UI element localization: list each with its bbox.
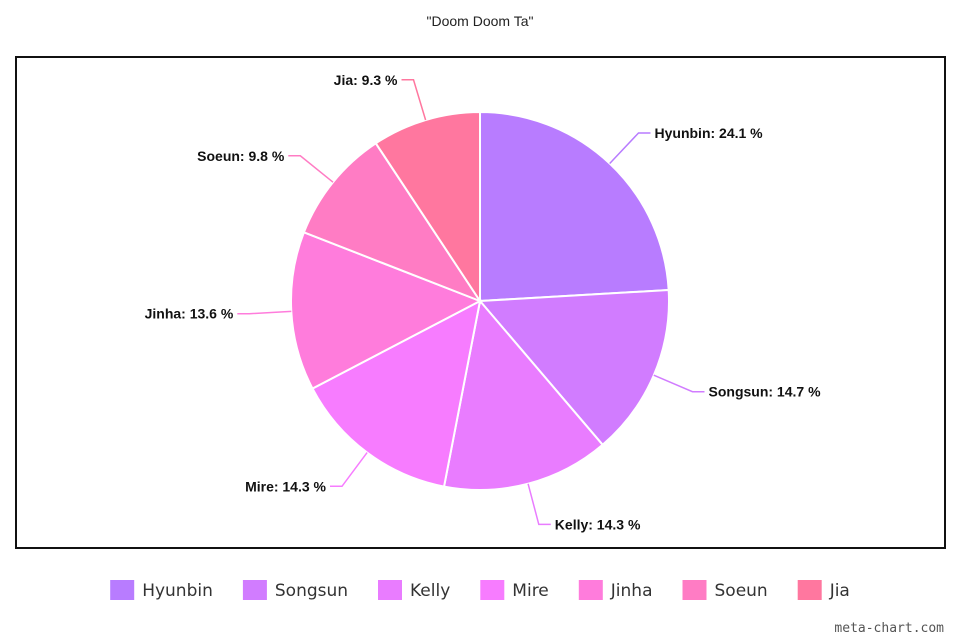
slice-label-songsun: Songsun: 14.7 % [709, 384, 822, 400]
legend-swatch-kelly [378, 580, 402, 600]
legend-swatch-mire [480, 580, 505, 600]
pie-slice-jinha [290, 231, 483, 390]
legend-label-jia: Jia [829, 581, 850, 601]
leader-line-hyunbin [609, 132, 651, 165]
legend: Hyunbin Songsun Kelly Mire Jinha Soeun Jia [110, 580, 850, 601]
legend-label-kelly: Kelly [410, 581, 450, 601]
leader-line-kelly [527, 483, 551, 526]
pie-slice-kelly [442, 298, 605, 491]
legend-swatch-jia [797, 580, 822, 600]
chart-title: "Doom Doom Ta" [427, 13, 534, 29]
legend-label-soeun: Soeun [715, 581, 768, 601]
watermark: meta-chart.com [834, 621, 944, 636]
leader-line-jinha [237, 310, 292, 315]
slice-label-kelly: Kelly: 14.3 % [555, 516, 641, 532]
legend-label-songsun: Songsun [275, 581, 348, 601]
legend-label-hyunbin: Hyunbin [142, 581, 213, 601]
legend-label-mire: Mire [512, 581, 548, 601]
legend-swatch-jinha [578, 580, 603, 600]
leader-line-soeun [288, 155, 334, 183]
leader-line-mire [330, 452, 368, 488]
slice-label-soeun: Soeun: 9.8 % [197, 148, 285, 164]
slice-labels: Hyunbin: 24.1 % Songsun: 14.7 % Kelly: 14.… [145, 72, 821, 533]
pie-slices [290, 110, 670, 491]
leader-line-jia [401, 79, 427, 121]
legend-swatch-hyunbin [110, 580, 135, 600]
label-leaders [237, 79, 705, 526]
slice-label-jinha: Jinha: 13.6 % [145, 306, 234, 322]
slice-label-mire: Mire: 14.3 % [245, 478, 326, 494]
legend-label-jinha: Jinha [610, 581, 653, 601]
pie-slice-mire [311, 299, 482, 488]
slice-label-hyunbin: Hyunbin: 24.1 % [655, 125, 764, 141]
pie-slice-soeun [302, 141, 483, 304]
pie-slice-hyunbin [479, 110, 670, 303]
slice-label-jia: Jia: 9.3 % [334, 72, 398, 88]
leader-line-songsun [653, 374, 705, 393]
legend-swatch-songsun [242, 580, 267, 600]
legend-swatch-soeun [682, 580, 707, 600]
